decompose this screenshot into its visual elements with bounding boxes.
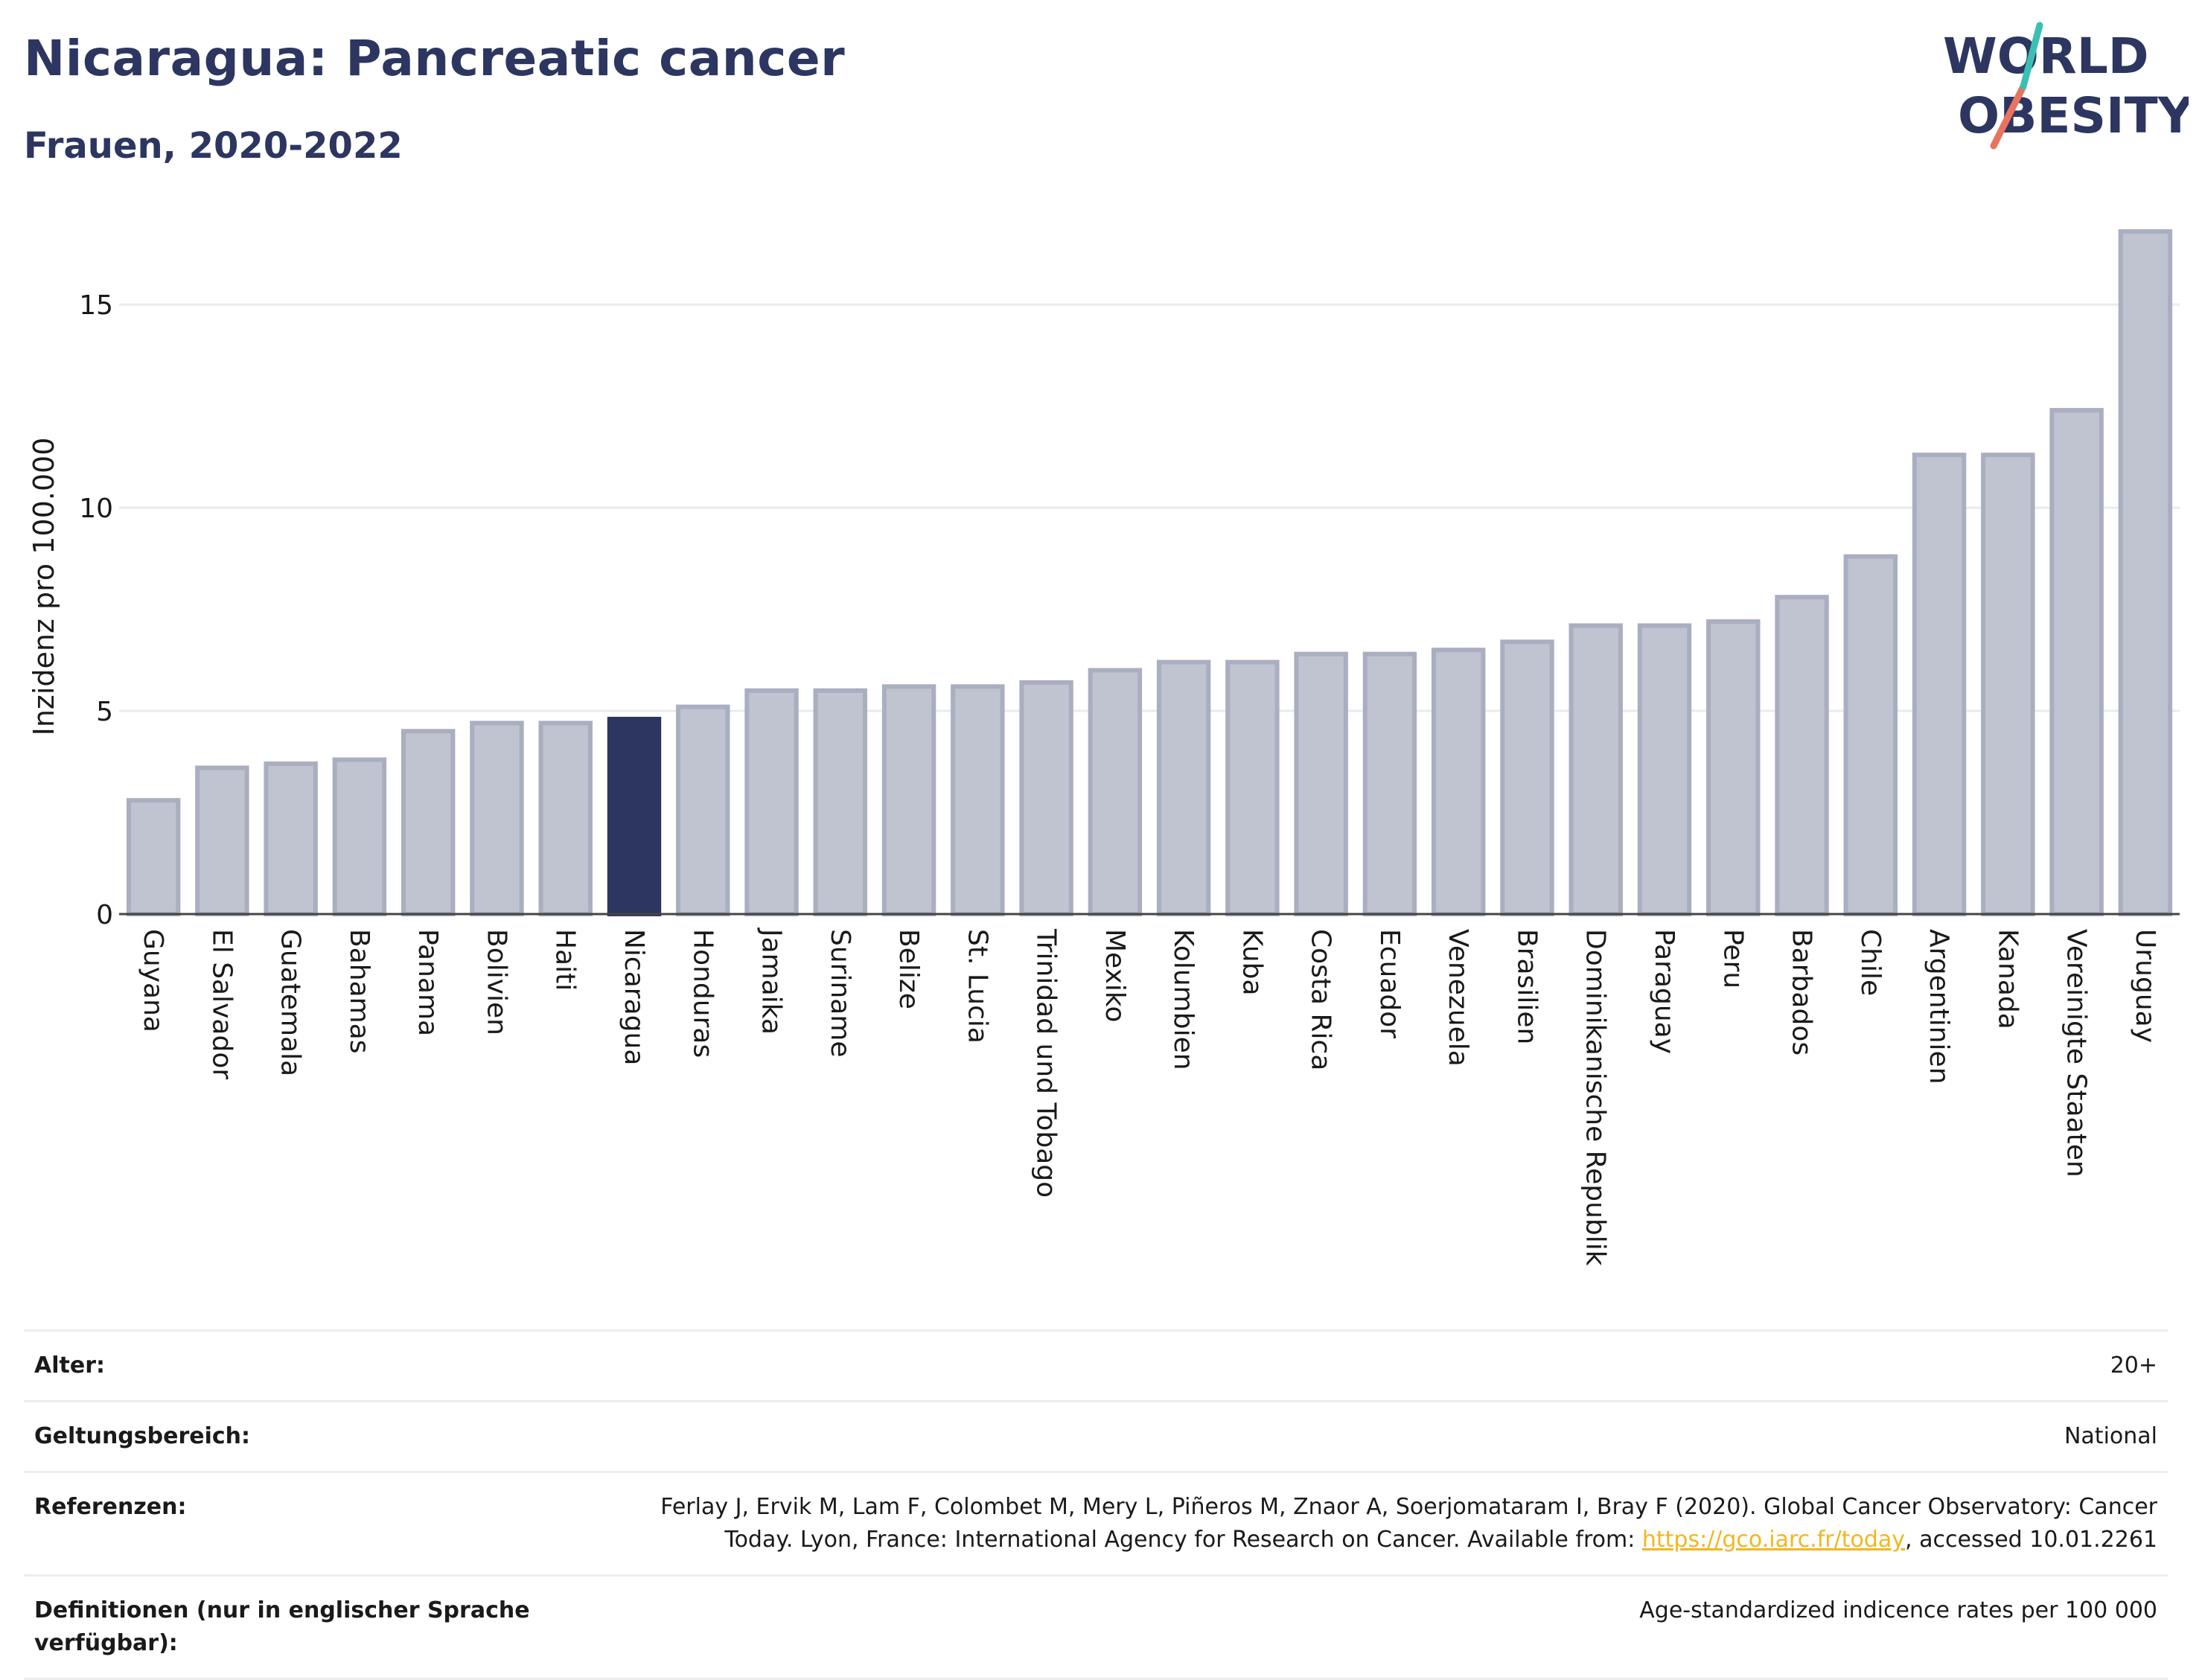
meta-row-definitions: Definitionen (nur in englischer Sprache … [24,1574,2168,1680]
bar-kanada[interactable] [1981,453,2035,916]
reference-text: Ferlay J, Ervik M, Lam F, Colombet M, Me… [660,1494,2157,1553]
x-tick-label: Venezuela [1443,929,1473,1067]
bar-kolumbien[interactable] [1156,659,1211,916]
bar-trinidad-und-tobago[interactable] [1019,680,1073,916]
bar-panama[interactable] [400,729,456,917]
chart-title: Nicaragua: Pancreatic cancer [24,30,846,87]
bar-brasilien[interactable] [1500,639,1554,917]
meta-label-age: Alter: [34,1352,105,1379]
y-tick-label: 15 [79,290,113,321]
bar-honduras[interactable] [676,704,730,916]
logo-slash-top [2020,22,2043,90]
chart-subtitle: Frauen, 2020-2022 [24,125,403,167]
bars [126,229,2173,917]
x-tick-label: Panama [412,929,443,1036]
x-tick-label: Brasilien [1511,929,1542,1044]
bar-paraguay[interactable] [1637,623,1692,916]
bar-suriname[interactable] [813,688,868,916]
bar-vereinigte-staaten[interactable] [2049,408,2104,916]
world-obesity-logo: WORLD OBESITY [1943,22,2189,150]
bar-bolivien[interactable] [470,721,524,916]
x-tick-label: Dominikanische Republik [1580,929,1611,1266]
x-tick-label: Barbados [1787,929,1817,1055]
x-tick-label: Honduras [687,929,718,1058]
y-axis-label: Inzidenz pro 100.000 [28,438,60,736]
reference-accessed: , accessed 10.01.2261 [1905,1527,2157,1553]
bar-st-lucia[interactable] [951,684,1005,917]
logo-slash-bottom [1990,83,2027,150]
bar-chart: 0 5 10 15 Guyana El Salvador Guatemala Bahamas… [28,229,2180,1266]
y-tick-label: 0 [96,900,113,930]
bar-venezuela[interactable] [1431,648,1486,916]
meta-value-definitions: Age-standardized indicence rates per 100… [1639,1597,2157,1623]
bar-uruguay[interactable] [2118,229,2173,916]
x-tick-label: Mexiko [1100,929,1130,1022]
x-tick-label: Jamaika [756,927,787,1035]
meta-value-scope: National [2064,1423,2157,1449]
bar-belize[interactable] [881,684,936,917]
logo-line1: WORLD [1943,28,2149,85]
bar-kuba[interactable] [1225,659,1280,916]
grid-lines [119,303,2180,712]
bar-barbados[interactable] [1775,595,1829,917]
x-tick-label: Vereinigte Staaten [2061,929,2092,1178]
bar-guatemala[interactable] [264,761,318,917]
x-tick-label: Kanada [1992,929,2023,1029]
y-tick-label: 10 [79,494,113,524]
bar-bahamas[interactable] [332,757,387,916]
meta-label-definitions: Definitionen (nur in englischer Sprache … [34,1597,530,1656]
bar-el-salvador[interactable] [195,765,249,916]
x-tick-label: Nicaragua [619,929,649,1065]
meta-label-scope: Geltungsbereich: [34,1423,251,1449]
meta-value-age: 20+ [2110,1352,2157,1379]
meta-row-scope: Geltungsbereich: National [24,1400,2168,1471]
metadata-table: Alter: 20+ Geltungsbereich: National Ref… [24,1329,2168,1680]
x-tick-label: Argentinien [1924,929,1954,1085]
y-tick-label: 5 [96,697,113,727]
x-tick-label: El Salvador [206,929,237,1079]
x-axis: Guyana El Salvador Guatemala Bahamas Panama B… [119,913,2180,1266]
bar-argentinien[interactable] [1912,453,1967,916]
x-tick-label: Uruguay [2130,929,2160,1043]
x-tick-label: Bolivien [481,929,511,1035]
bar-chile[interactable] [1843,554,1898,916]
bar-mexiko[interactable] [1088,668,1143,916]
bar-dominikanische-republik[interactable] [1568,623,1623,916]
reference-link[interactable]: https://gco.iarc.fr/today [1641,1527,1906,1553]
x-tick-label: Suriname [825,929,855,1058]
y-axis: 0 5 10 15 [79,290,113,930]
x-tick-label: Peru [1717,929,1748,988]
bar-nicaragua[interactable] [607,716,662,916]
x-tick-label: Costa Rica [1306,929,1336,1070]
bar-guyana[interactable] [126,798,181,917]
x-tick-label: Chile [1855,929,1886,996]
bar-haiti[interactable] [538,721,593,916]
x-tick-label: St. Lucia [962,929,992,1044]
x-tick-label: Haiti [550,929,581,991]
x-tick-label: Belize [893,929,924,1009]
bar-jamaika[interactable] [744,688,799,916]
x-tick-label: Kolumbien [1168,929,1199,1070]
bar-ecuador[interactable] [1362,651,1417,917]
meta-value-references: Ferlay J, Ervik M, Lam F, Colombet M, Me… [594,1491,2157,1556]
meta-row-references: Referenzen: Ferlay J, Ervik M, Lam F, Co… [24,1471,2168,1574]
x-tick-label: Kuba [1236,929,1267,996]
x-tick-label: Bahamas [344,929,374,1054]
x-tick-label: Trinidad und Tobago [1031,928,1062,1198]
x-tick-label: Guatemala [275,929,306,1076]
bar-peru[interactable] [1706,619,1761,917]
x-tick-label: Ecuador [1374,929,1405,1038]
meta-label-references: Referenzen: [34,1494,187,1520]
x-tick-label: Paraguay [1649,929,1679,1054]
x-tick-label: Guyana [138,929,168,1032]
meta-row-age: Alter: 20+ [24,1329,2168,1400]
bar-costa-rica[interactable] [1294,651,1348,917]
